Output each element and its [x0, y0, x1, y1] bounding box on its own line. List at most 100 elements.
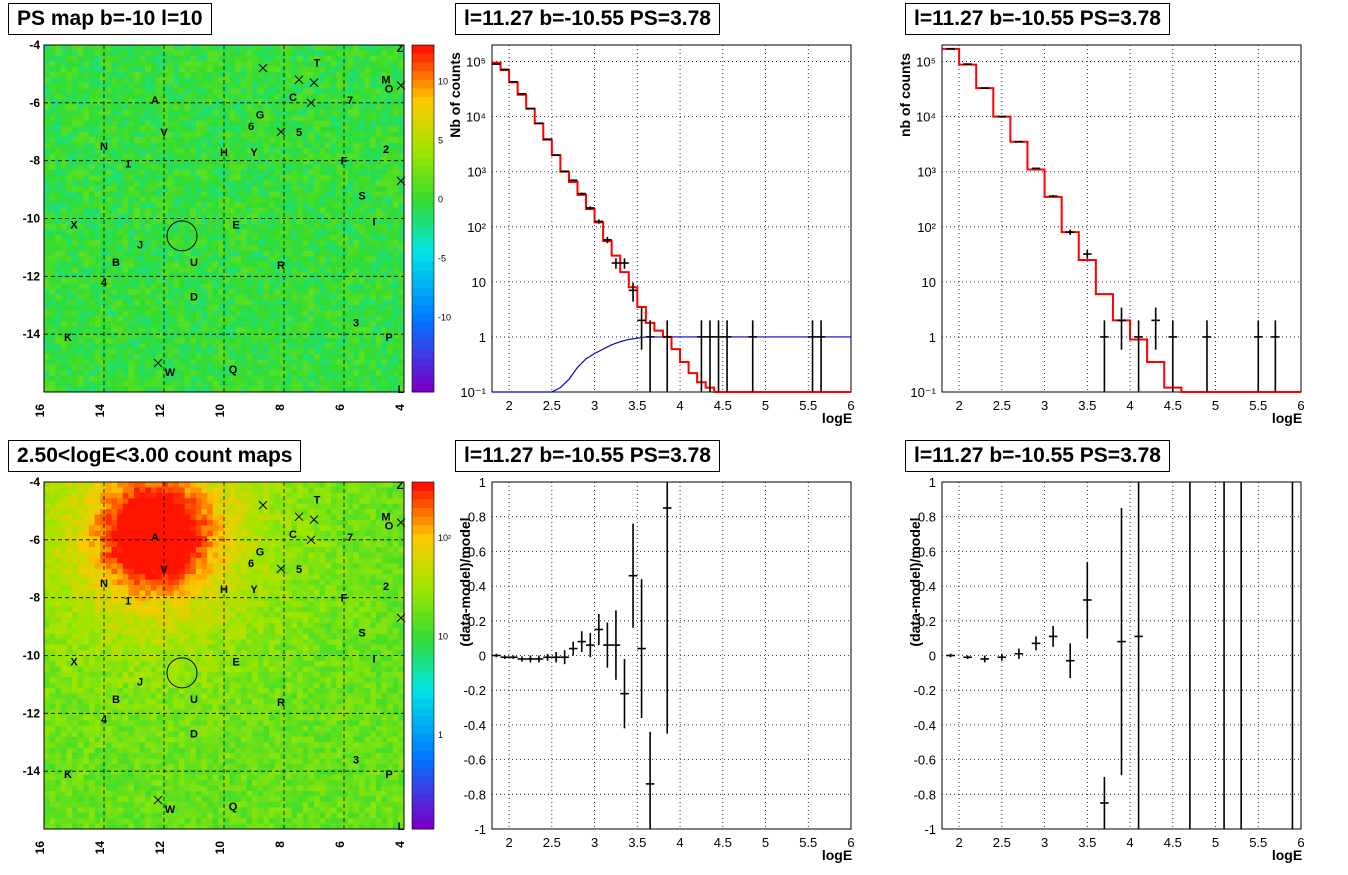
- heat-cell: [392, 104, 399, 111]
- heat-cell: [398, 126, 405, 133]
- heat-cell: [134, 99, 141, 106]
- heat-cell: [218, 77, 225, 84]
- heat-cell: [94, 812, 101, 819]
- heat-cell: [347, 77, 354, 84]
- heat-cell: [184, 164, 191, 171]
- heat-cell: [173, 359, 180, 366]
- heat-cell: [308, 61, 315, 68]
- heat-cell: [184, 310, 191, 317]
- heat-cell: [72, 245, 79, 252]
- heat-cell: [207, 61, 214, 68]
- heat-cell: [375, 77, 382, 84]
- heat-cell: [359, 148, 366, 154]
- heat-cell: [224, 223, 231, 230]
- heat-cell: [139, 375, 146, 382]
- heat-cell: [302, 72, 309, 79]
- heat-cell: [285, 153, 292, 160]
- heat-cell: [240, 321, 247, 328]
- heat-cell: [94, 715, 101, 722]
- heat-cell: [212, 305, 219, 312]
- heat-cell: [218, 299, 225, 306]
- heat-cell: [49, 780, 56, 787]
- heat-cell: [392, 370, 399, 377]
- heat-cell: [240, 45, 247, 51]
- heat-cell: [83, 514, 90, 521]
- colorbar-step: [412, 331, 434, 341]
- heat-cell: [224, 196, 231, 203]
- heat-cell: [370, 196, 377, 203]
- heat-cell: [49, 213, 56, 219]
- heat-cell: [77, 671, 84, 678]
- heat-cell: [167, 305, 174, 312]
- heat-cell: [66, 175, 73, 182]
- heat-cell: [342, 299, 349, 306]
- heat-cell: [94, 671, 101, 678]
- source-label: U: [190, 257, 198, 269]
- heat-cell: [44, 807, 51, 814]
- heat-cell: [370, 343, 377, 350]
- heat-cell: [269, 93, 276, 100]
- heat-cell: [195, 240, 202, 247]
- heat-cell: [77, 682, 84, 689]
- heat-cell: [235, 278, 242, 285]
- heat-cell: [94, 93, 101, 100]
- heat-cell: [252, 305, 259, 312]
- heat-cell: [60, 628, 67, 635]
- heat-cell: [240, 207, 247, 214]
- heat-cell: [319, 364, 326, 371]
- heat-cell: [302, 142, 309, 149]
- heat-cell: [100, 541, 107, 548]
- heat-cell: [336, 272, 343, 279]
- heat-cell: [111, 525, 118, 532]
- heat-cell: [297, 72, 304, 79]
- heat-cell: [398, 213, 405, 219]
- heat-cell: [105, 316, 112, 323]
- heat-cell: [291, 137, 298, 144]
- heat-cell: [229, 93, 236, 100]
- heat-cell: [72, 251, 79, 257]
- heat-cell: [353, 261, 360, 268]
- heat-cell: [359, 213, 366, 219]
- heat-cell: [139, 381, 146, 388]
- heat-cell: [387, 316, 394, 323]
- heat-cell: [398, 104, 405, 111]
- heat-cell: [49, 72, 56, 79]
- heat-cell: [291, 120, 298, 127]
- heat-cell: [280, 120, 287, 127]
- heat-cell: [111, 207, 118, 214]
- heat-cell: [212, 88, 219, 95]
- heat-cell: [117, 234, 124, 241]
- heat-cell: [66, 698, 73, 705]
- heat-cell: [77, 731, 84, 738]
- heat-cell: [285, 321, 292, 328]
- heat-cell: [252, 332, 259, 339]
- heat-cell: [319, 202, 326, 209]
- heat-cell: [94, 45, 101, 51]
- heat-cell: [66, 823, 73, 830]
- heat-cell: [122, 158, 129, 165]
- heat-cell: [257, 50, 264, 57]
- heat-cell: [55, 655, 62, 662]
- heat-cell: [353, 283, 360, 290]
- heat-cell: [235, 104, 242, 111]
- heat-cell: [167, 110, 174, 116]
- heat-cell: [218, 272, 225, 279]
- heat-cell: [117, 218, 124, 225]
- heat-cell: [336, 185, 343, 192]
- heat-cell: [55, 709, 62, 716]
- heat-cell: [291, 153, 298, 160]
- heat-cell: [156, 223, 163, 230]
- heat-cell: [77, 223, 84, 230]
- heat-cell: [212, 229, 219, 236]
- heat-cell: [122, 386, 129, 393]
- heat-cell: [100, 137, 107, 144]
- heat-cell: [398, 137, 405, 144]
- heat-cell: [218, 218, 225, 225]
- heat-cell: [370, 348, 377, 355]
- heat-cell: [128, 218, 135, 225]
- heat-cell: [139, 180, 146, 187]
- heat-cell: [359, 375, 366, 382]
- heat-cell: [257, 299, 264, 306]
- heat-cell: [314, 381, 321, 388]
- heat-cell: [89, 612, 96, 619]
